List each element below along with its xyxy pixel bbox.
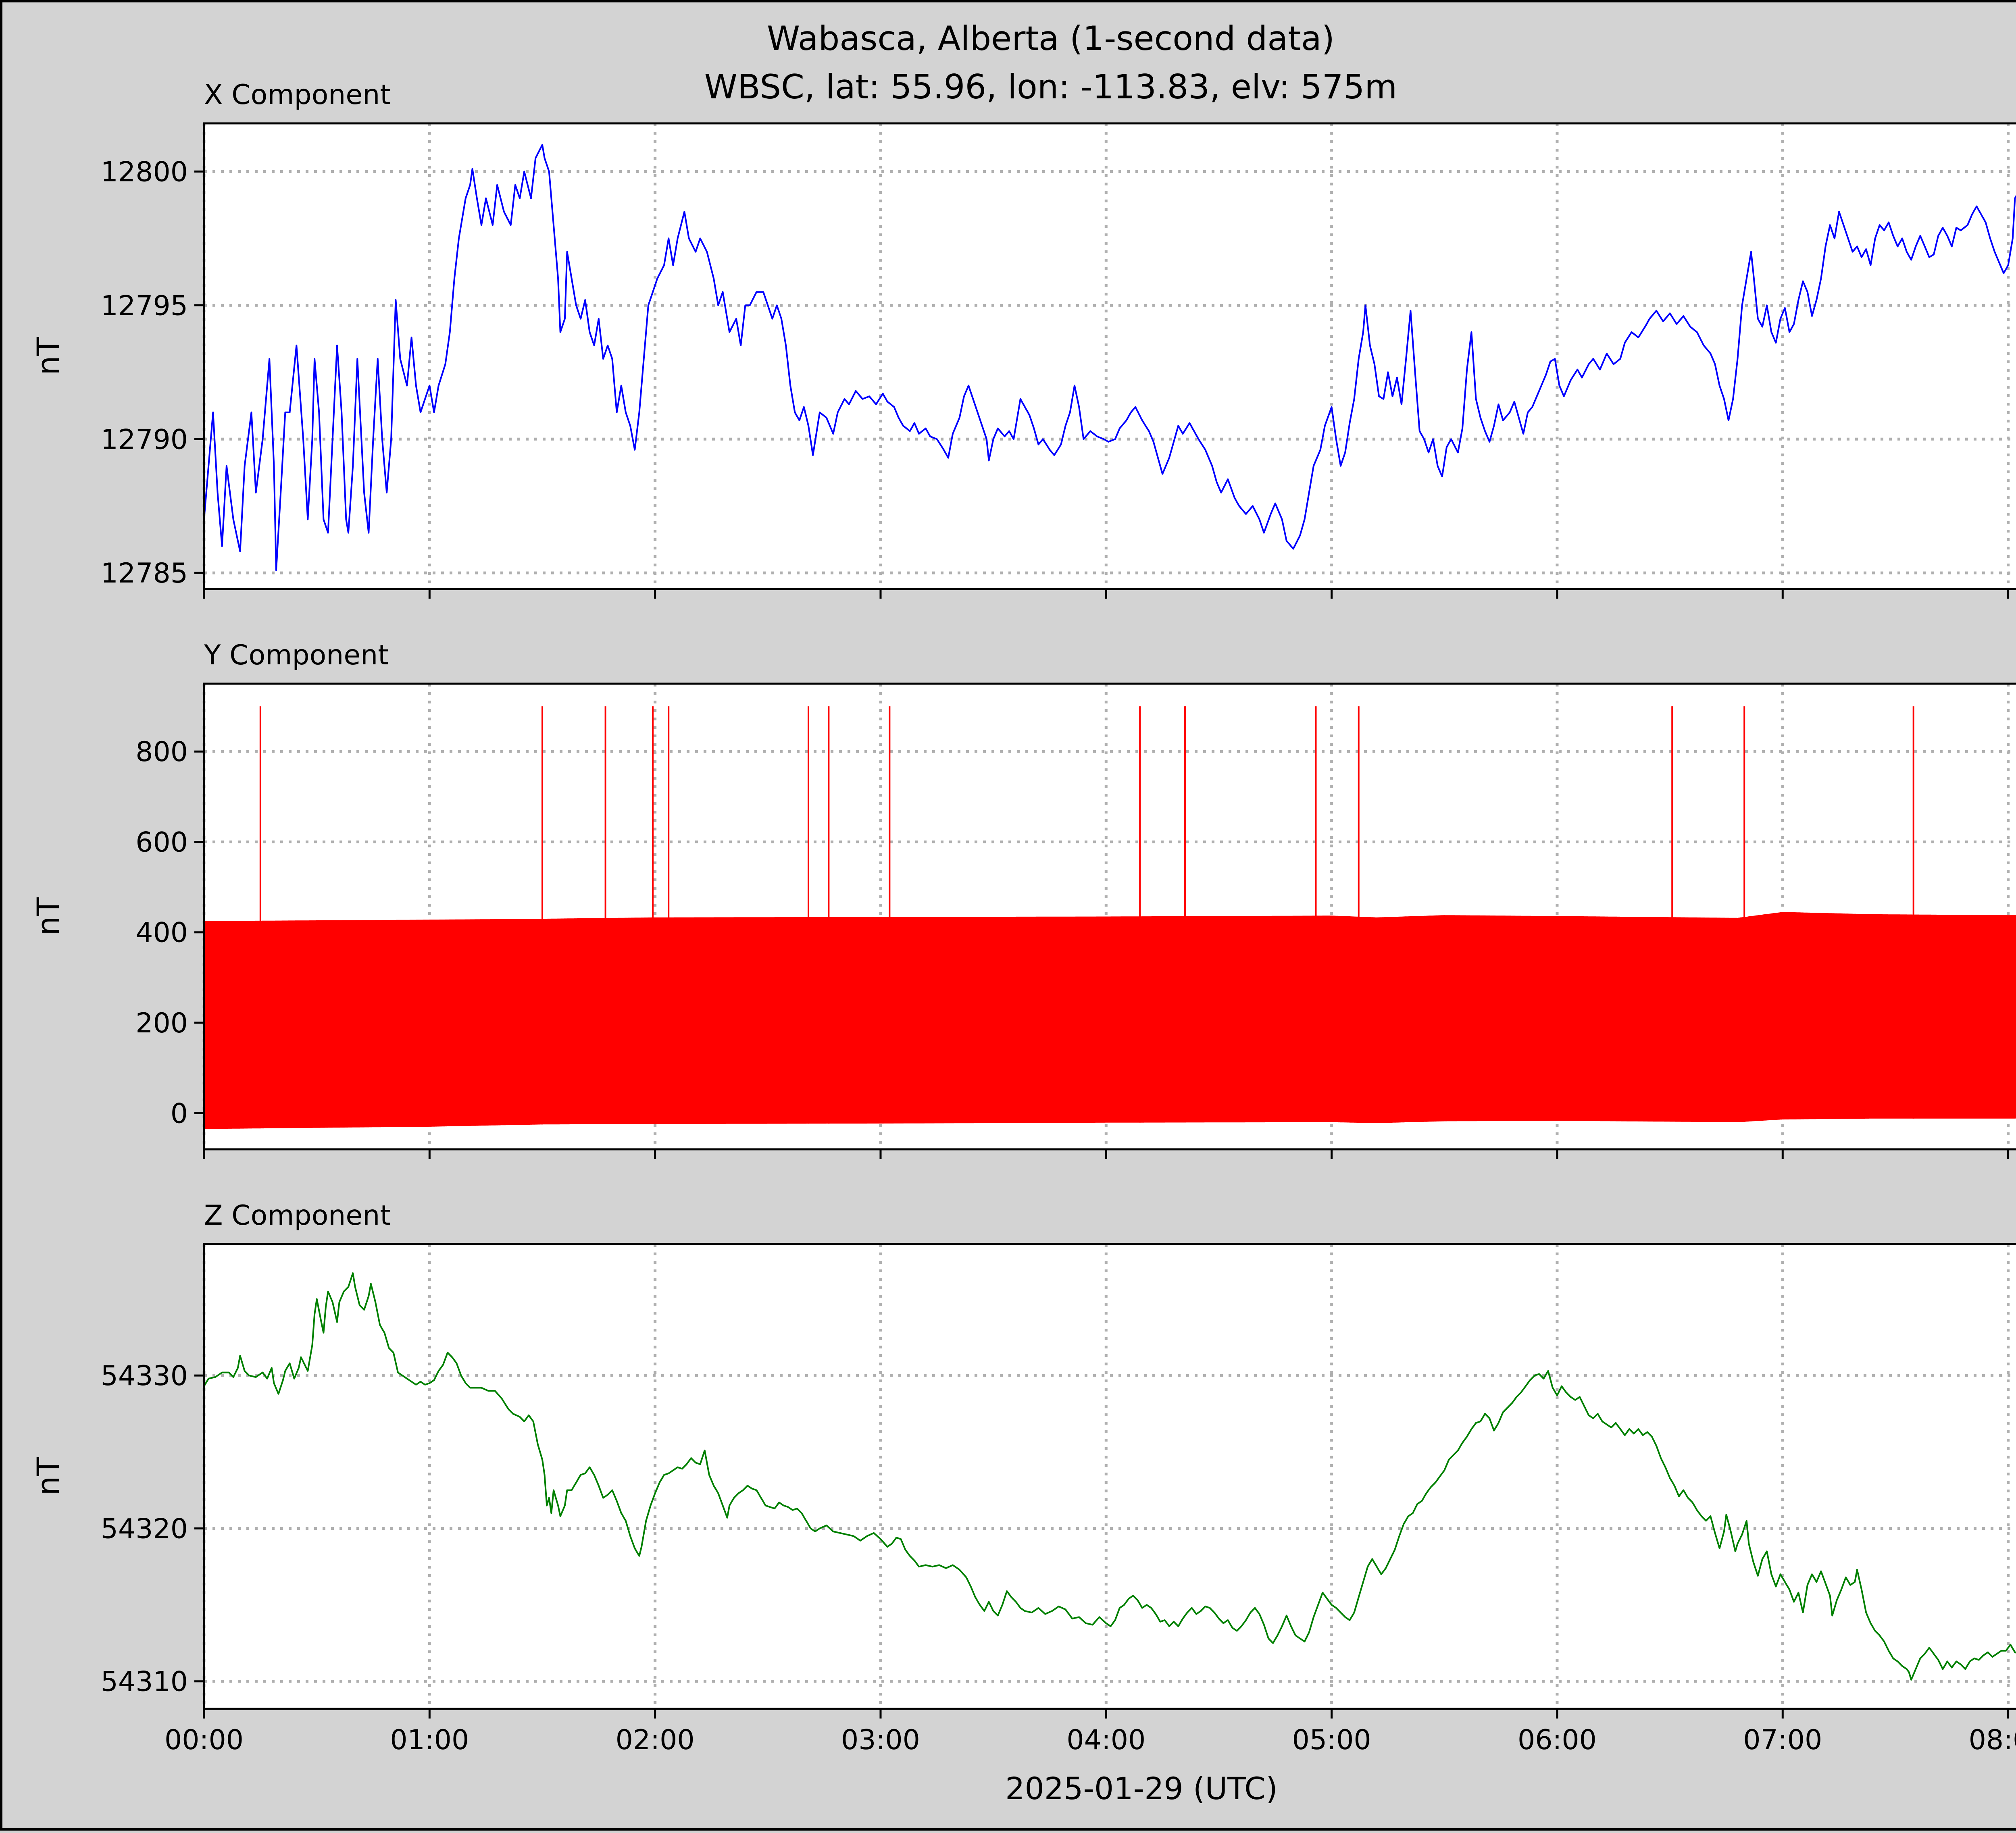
chart-title: Wabasca, Alberta (1-second data): [767, 19, 1335, 58]
y-tick-label: 800: [135, 736, 188, 768]
x-tick-label: 08:00: [1969, 1724, 2016, 1756]
x-tick-label: 00:00: [165, 1724, 244, 1756]
y-tick-label: 0: [171, 1098, 188, 1130]
plot-frame: [203, 122, 2016, 590]
subplots: 12785 12790 12795 12800 X Component nT 0 200 400…: [30, 79, 2016, 1756]
y-tick-label: 400: [135, 917, 188, 949]
x-tick-label: 05:00: [1292, 1724, 1371, 1756]
x-tick-label: 03:00: [841, 1724, 920, 1756]
series-line: [203, 144, 2016, 571]
y-axis-label: nT: [30, 337, 66, 375]
x-axis-label: 2025-01-29 (UTC): [1005, 1771, 1278, 1806]
y-tick-label: 12785: [101, 558, 188, 589]
y-axis-label: nT: [30, 1457, 66, 1496]
x-tick-label: 04:00: [1066, 1724, 1145, 1756]
y-tick-label: 54310: [101, 1666, 188, 1698]
subplot-1: 12785 12790 12795 12800 X Component nT: [30, 79, 2016, 599]
y-tick-label: 200: [135, 1007, 188, 1039]
y-tick-label: 12800: [101, 156, 188, 188]
y-tick-label: 12790: [101, 424, 188, 456]
y-tick-label: 54320: [101, 1513, 188, 1545]
y-tick-label: 600: [135, 826, 188, 858]
series-band: [203, 912, 2016, 1129]
plot-area: [204, 123, 2016, 589]
subplot-2: 0 200 400 600 800 Y Component nT: [30, 639, 2016, 1159]
subplot-title: X Component: [204, 79, 391, 111]
chart-subtitle: WBSC, lat: 55.96, lon: -113.83, elv: 575…: [704, 67, 1397, 106]
x-tick-label: 02:00: [616, 1724, 695, 1756]
x-tick-label: 06:00: [1518, 1724, 1597, 1756]
subplot-3: 54310 54320 54330 00:00 01:00 02:00 03:00 04:00…: [30, 1200, 2016, 1756]
y-tick-label: 54330: [101, 1360, 188, 1392]
subplot-title: Z Component: [204, 1200, 391, 1232]
subplot-title: Y Component: [204, 639, 389, 671]
plot-frame: [203, 682, 2016, 1151]
y-axis-label: nT: [30, 897, 66, 936]
plot-area: [204, 1244, 2016, 1709]
plot-frame: [203, 1243, 2016, 1710]
series-line: [203, 1272, 2016, 1681]
x-tick-label: 01:00: [390, 1724, 469, 1756]
y-tick-label: 12795: [101, 290, 188, 322]
x-tick-label: 07:00: [1743, 1724, 1822, 1756]
